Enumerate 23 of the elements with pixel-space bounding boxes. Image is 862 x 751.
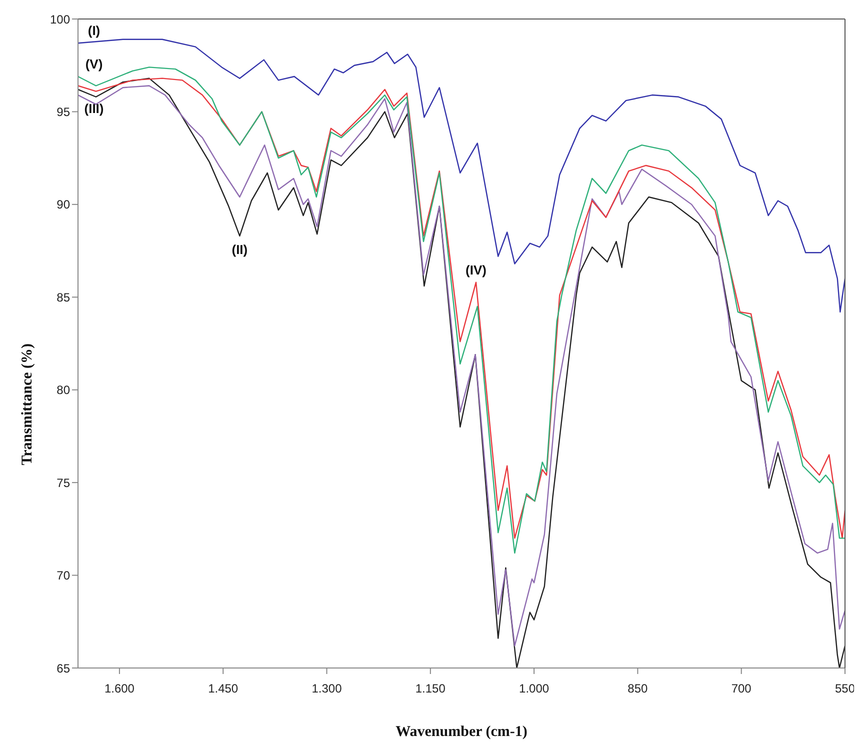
- x-tick-label: 1.600: [104, 682, 135, 696]
- y-tick-label: 90: [56, 198, 70, 212]
- annotation: (II): [232, 242, 248, 257]
- y-tick-label: 95: [56, 104, 70, 119]
- y-axis-title: Transmittance (%): [19, 343, 36, 466]
- annotation: (IV): [466, 262, 486, 278]
- annotation: (I): [88, 23, 100, 38]
- annotation: (V): [85, 56, 103, 72]
- y-tick-label: 65: [56, 661, 70, 676]
- annotation: (III): [84, 101, 104, 116]
- x-tick-label: 1.300: [312, 682, 342, 696]
- x-tick-label: 1.450: [208, 682, 238, 696]
- x-axis-title: Wavenumber (cm-1): [396, 724, 528, 740]
- y-tick-label: 70: [56, 568, 70, 583]
- y-tick-label: 75: [56, 476, 70, 490]
- line-series: [78, 38, 845, 313]
- x-tick-label: 850: [628, 682, 648, 696]
- x-tick-label: 1.000: [519, 682, 550, 696]
- x-tick-label: 700: [731, 682, 752, 696]
- y-tick-label: 100: [50, 12, 70, 26]
- x-tick-label: 1.150: [415, 682, 446, 696]
- y-tick-label: 80: [56, 383, 70, 398]
- y-tick-label: 85: [56, 290, 70, 304]
